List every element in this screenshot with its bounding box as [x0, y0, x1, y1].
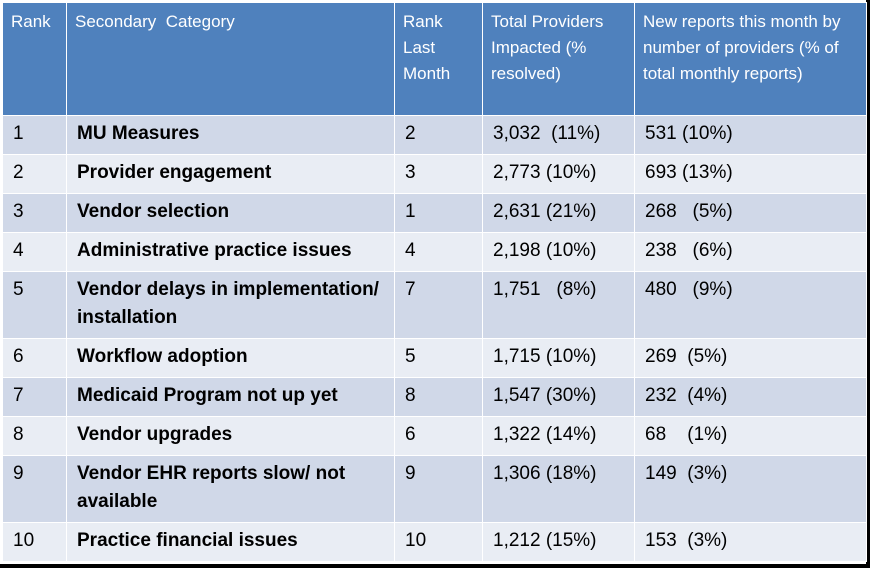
- rank-cell: 4: [2, 232, 67, 272]
- rank-cell: 1: [2, 115, 67, 155]
- rank-last-month-cell: 5: [394, 338, 483, 378]
- total-providers-cell: 1,751 (8%): [482, 271, 635, 339]
- rank-cell: 10: [2, 522, 67, 562]
- header-new-reports: New reports this month by number of prov…: [634, 2, 867, 116]
- table-row: 4 Administrative practice issues 4 2,198 (1…: [2, 232, 867, 272]
- rank-last-month-cell: 6: [394, 416, 483, 456]
- header-secondary-category: Secondary Category: [66, 2, 395, 116]
- table-row: 10 Practice financial issues 10 1,212 (15%)…: [2, 522, 867, 562]
- new-reports-cell: 269 (5%): [634, 338, 867, 378]
- total-providers-cell: 1,715 (10%): [482, 338, 635, 378]
- total-providers-cell: 2,198 (10%): [482, 232, 635, 272]
- new-reports-cell: 693 (13%): [634, 154, 867, 194]
- rank-last-month-cell: 4: [394, 232, 483, 272]
- total-providers-cell: 1,306 (18%): [482, 455, 635, 523]
- header-rank: Rank: [2, 2, 67, 116]
- header-row: Rank Secondary Category Rank Last Month …: [2, 2, 867, 116]
- new-reports-cell: 238 (6%): [634, 232, 867, 272]
- rank-last-month-cell: 7: [394, 271, 483, 339]
- total-providers-cell: 1,212 (15%): [482, 522, 635, 562]
- table-body: 1 MU Measures 2 3,032 (11%) 531 (10%) 2 Provid…: [2, 115, 867, 562]
- new-reports-cell: 531 (10%): [634, 115, 867, 155]
- table-row: 6 Workflow adoption 5 1,715 (10%) 269 (5%): [2, 338, 867, 378]
- category-cell: Vendor EHR reports slow/ not available: [66, 455, 395, 523]
- total-providers-cell: 2,773 (10%): [482, 154, 635, 194]
- new-reports-cell: 232 (4%): [634, 377, 867, 417]
- new-reports-cell: 268 (5%): [634, 193, 867, 233]
- table-row: 8 Vendor upgrades 6 1,322 (14%) 68 (1%): [2, 416, 867, 456]
- rank-last-month-cell: 2: [394, 115, 483, 155]
- total-providers-cell: 2,631 (21%): [482, 193, 635, 233]
- header-rank-last-month: Rank Last Month: [394, 2, 483, 116]
- rank-cell: 9: [2, 455, 67, 523]
- category-cell: Vendor delays in implementation/ install…: [66, 271, 395, 339]
- category-cell: Practice financial issues: [66, 522, 395, 562]
- total-providers-cell: 1,547 (30%): [482, 377, 635, 417]
- rank-last-month-cell: 9: [394, 455, 483, 523]
- rank-cell: 5: [2, 271, 67, 339]
- total-providers-cell: 3,032 (11%): [482, 115, 635, 155]
- table-row: 2 Provider engagement 3 2,773 (10%) 693 (13%…: [2, 154, 867, 194]
- rank-cell: 8: [2, 416, 67, 456]
- rank-cell: 3: [2, 193, 67, 233]
- table-row: 3 Vendor selection 1 2,631 (21%) 268 (5%): [2, 193, 867, 233]
- category-cell: Vendor upgrades: [66, 416, 395, 456]
- category-cell: Medicaid Program not up yet: [66, 377, 395, 417]
- category-cell: Vendor selection: [66, 193, 395, 233]
- rank-cell: 7: [2, 377, 67, 417]
- table-row: 1 MU Measures 2 3,032 (11%) 531 (10%): [2, 115, 867, 155]
- rank-last-month-cell: 3: [394, 154, 483, 194]
- category-cell: Workflow adoption: [66, 338, 395, 378]
- rank-cell: 6: [2, 338, 67, 378]
- table-row: 7 Medicaid Program not up yet 8 1,547 (30%)…: [2, 377, 867, 417]
- header-total-providers: Total Providers Impacted (% resolved): [482, 2, 635, 116]
- category-cell: MU Measures: [66, 115, 395, 155]
- category-cell: Provider engagement: [66, 154, 395, 194]
- rank-cell: 2: [2, 154, 67, 194]
- new-reports-cell: 153 (3%): [634, 522, 867, 562]
- table-header: Rank Secondary Category Rank Last Month …: [2, 2, 867, 116]
- category-cell: Administrative practice issues: [66, 232, 395, 272]
- total-providers-cell: 1,322 (14%): [482, 416, 635, 456]
- table-row: 9 Vendor EHR reports slow/ not available 9…: [2, 455, 867, 523]
- rank-last-month-cell: 8: [394, 377, 483, 417]
- table-row: 5 Vendor delays in implementation/ instal…: [2, 271, 867, 339]
- new-reports-cell: 68 (1%): [634, 416, 867, 456]
- rank-last-month-cell: 1: [394, 193, 483, 233]
- rank-last-month-cell: 10: [394, 522, 483, 562]
- new-reports-cell: 149 (3%): [634, 455, 867, 523]
- new-reports-cell: 480 (9%): [634, 271, 867, 339]
